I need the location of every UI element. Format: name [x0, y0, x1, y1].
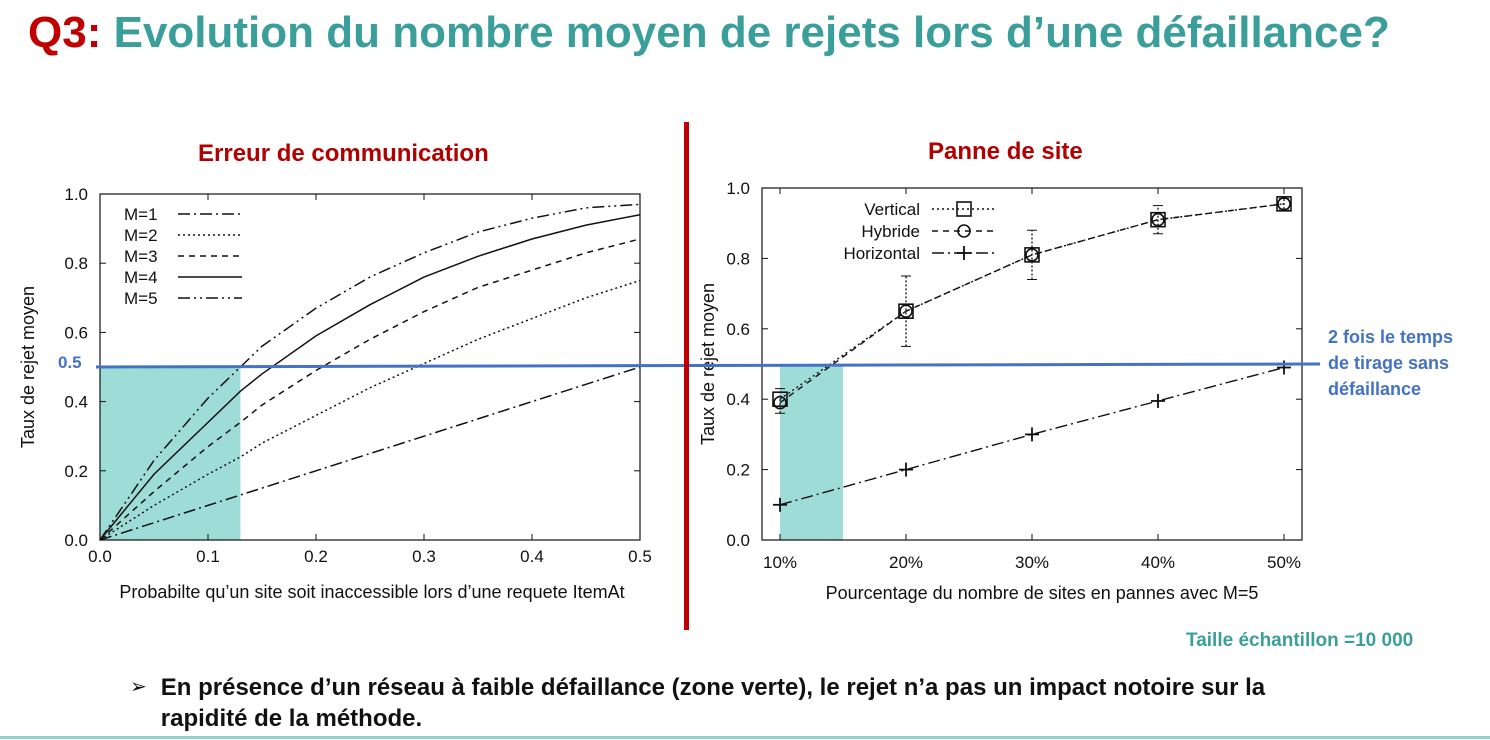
legend-label: Vertical	[864, 200, 920, 219]
annotation-line: 2 fois le temps	[1328, 327, 1454, 347]
sample-size-note: Taille échantillon =10 000	[1186, 630, 1414, 651]
legend-label: M=3	[124, 247, 158, 266]
circle-marker	[1151, 212, 1165, 227]
y-tick-label: 0.2	[726, 461, 750, 480]
series-line-m5	[99, 203, 641, 541]
series-line-m1	[99, 366, 641, 541]
y-tick-label: 0.0	[64, 531, 88, 550]
slide-title: Q3: Evolution du nombre moyen de rejets …	[28, 8, 1390, 58]
square-marker	[956, 201, 972, 217]
x-tick-label: 40%	[1141, 553, 1175, 572]
left-chart-title: Erreur de communication	[198, 140, 489, 167]
charts-canvas: 0.0 0.1 0.2 0.3 0.4 0.5 0.0 0.2 0.4 0.6 0.8 1.0 Prob…	[18, 179, 1321, 603]
y-tick-label: 0.4	[64, 393, 88, 412]
circle-marker	[899, 304, 913, 319]
y-tick-label: 0.2	[64, 462, 88, 481]
y-axis-label: Taux de rejet moyen	[18, 286, 38, 448]
x-tick-label: 0.5	[628, 547, 652, 566]
x-tick-label: 30%	[1015, 553, 1049, 572]
question-text: Evolution du nombre moyen de rejets lors…	[113, 8, 1390, 57]
legend-label: Horizontal	[843, 244, 920, 263]
left-chart: 0.0 0.1 0.2 0.3 0.4 0.5 0.0 0.2 0.4 0.6 0.8 1.0 Prob…	[18, 185, 652, 602]
series-line-hybride	[779, 203, 1285, 404]
series-line-m4	[99, 214, 641, 541]
y-tick-label: 0.4	[726, 390, 750, 409]
legend-label: M=1	[124, 205, 158, 224]
threshold-label: 0.5	[58, 353, 82, 372]
y-tick-label: 0.6	[64, 323, 88, 342]
series-line-vertical	[779, 203, 1285, 400]
x-tick-label: 0.3	[412, 547, 436, 566]
legend-label: M=5	[124, 289, 158, 308]
square-marker	[772, 391, 788, 408]
chart-divider	[684, 122, 689, 630]
y-tick-label: 1.0	[64, 185, 88, 204]
threshold-line	[95, 362, 1321, 369]
conclusion-bullet: ➢ En présence d’un réseau à faible défai…	[130, 672, 1281, 734]
x-axis-label: Probabilte qu’un site soit inaccessible …	[119, 582, 624, 602]
circle-marker	[957, 224, 971, 238]
x-axis-label: Pourcentage du nombre de sites en pannes…	[826, 583, 1259, 603]
x-tick-label: 50%	[1267, 553, 1301, 572]
circle-marker	[773, 395, 787, 410]
y-tick-label: 0.6	[726, 320, 750, 339]
bottom-rule	[0, 736, 1490, 739]
series-line-m2	[99, 279, 641, 541]
legend-label: M=4	[124, 268, 158, 287]
right-chart-title: Panne de site	[928, 138, 1083, 165]
square-marker	[1024, 247, 1040, 263]
square-marker	[898, 303, 914, 320]
annotation-line: défaillance	[1328, 379, 1422, 399]
series-line-horizontal	[779, 366, 1285, 506]
x-tick-label: 20%	[889, 553, 923, 572]
y-tick-label: 0.0	[726, 531, 750, 550]
x-tick-label: 0.2	[304, 547, 328, 566]
square-marker	[1276, 196, 1292, 212]
arrow-bullet-icon: ➢	[130, 676, 147, 698]
conclusion-text: En présence d’un réseau à faible défaill…	[160, 674, 1266, 732]
square-marker	[1150, 211, 1166, 228]
threshold-annotation: 2 fois le temps de tirage sans défaillan…	[1328, 324, 1488, 402]
y-tick-label: 1.0	[726, 179, 750, 198]
low-failure-zone	[780, 364, 843, 540]
legend-label: Hybride	[861, 222, 920, 241]
x-tick-label: 10%	[763, 553, 797, 572]
x-tick-label: 0.4	[520, 547, 544, 566]
x-tick-label: 0.1	[196, 547, 220, 566]
annotation-line: de tirage sans	[1328, 353, 1450, 373]
question-number: Q3:	[28, 8, 102, 57]
circle-marker	[1025, 248, 1039, 262]
right-chart: 10% 20% 30% 40% 50% 0.0 0.2 0.4 0.6 0.8 1.0 Pourcen…	[698, 179, 1303, 603]
y-tick-label: 0.8	[64, 254, 88, 273]
legend-label: M=2	[124, 226, 158, 245]
y-tick-label: 0.8	[726, 249, 750, 268]
x-tick-label: 0.0	[88, 547, 112, 566]
circle-marker	[1277, 197, 1291, 211]
